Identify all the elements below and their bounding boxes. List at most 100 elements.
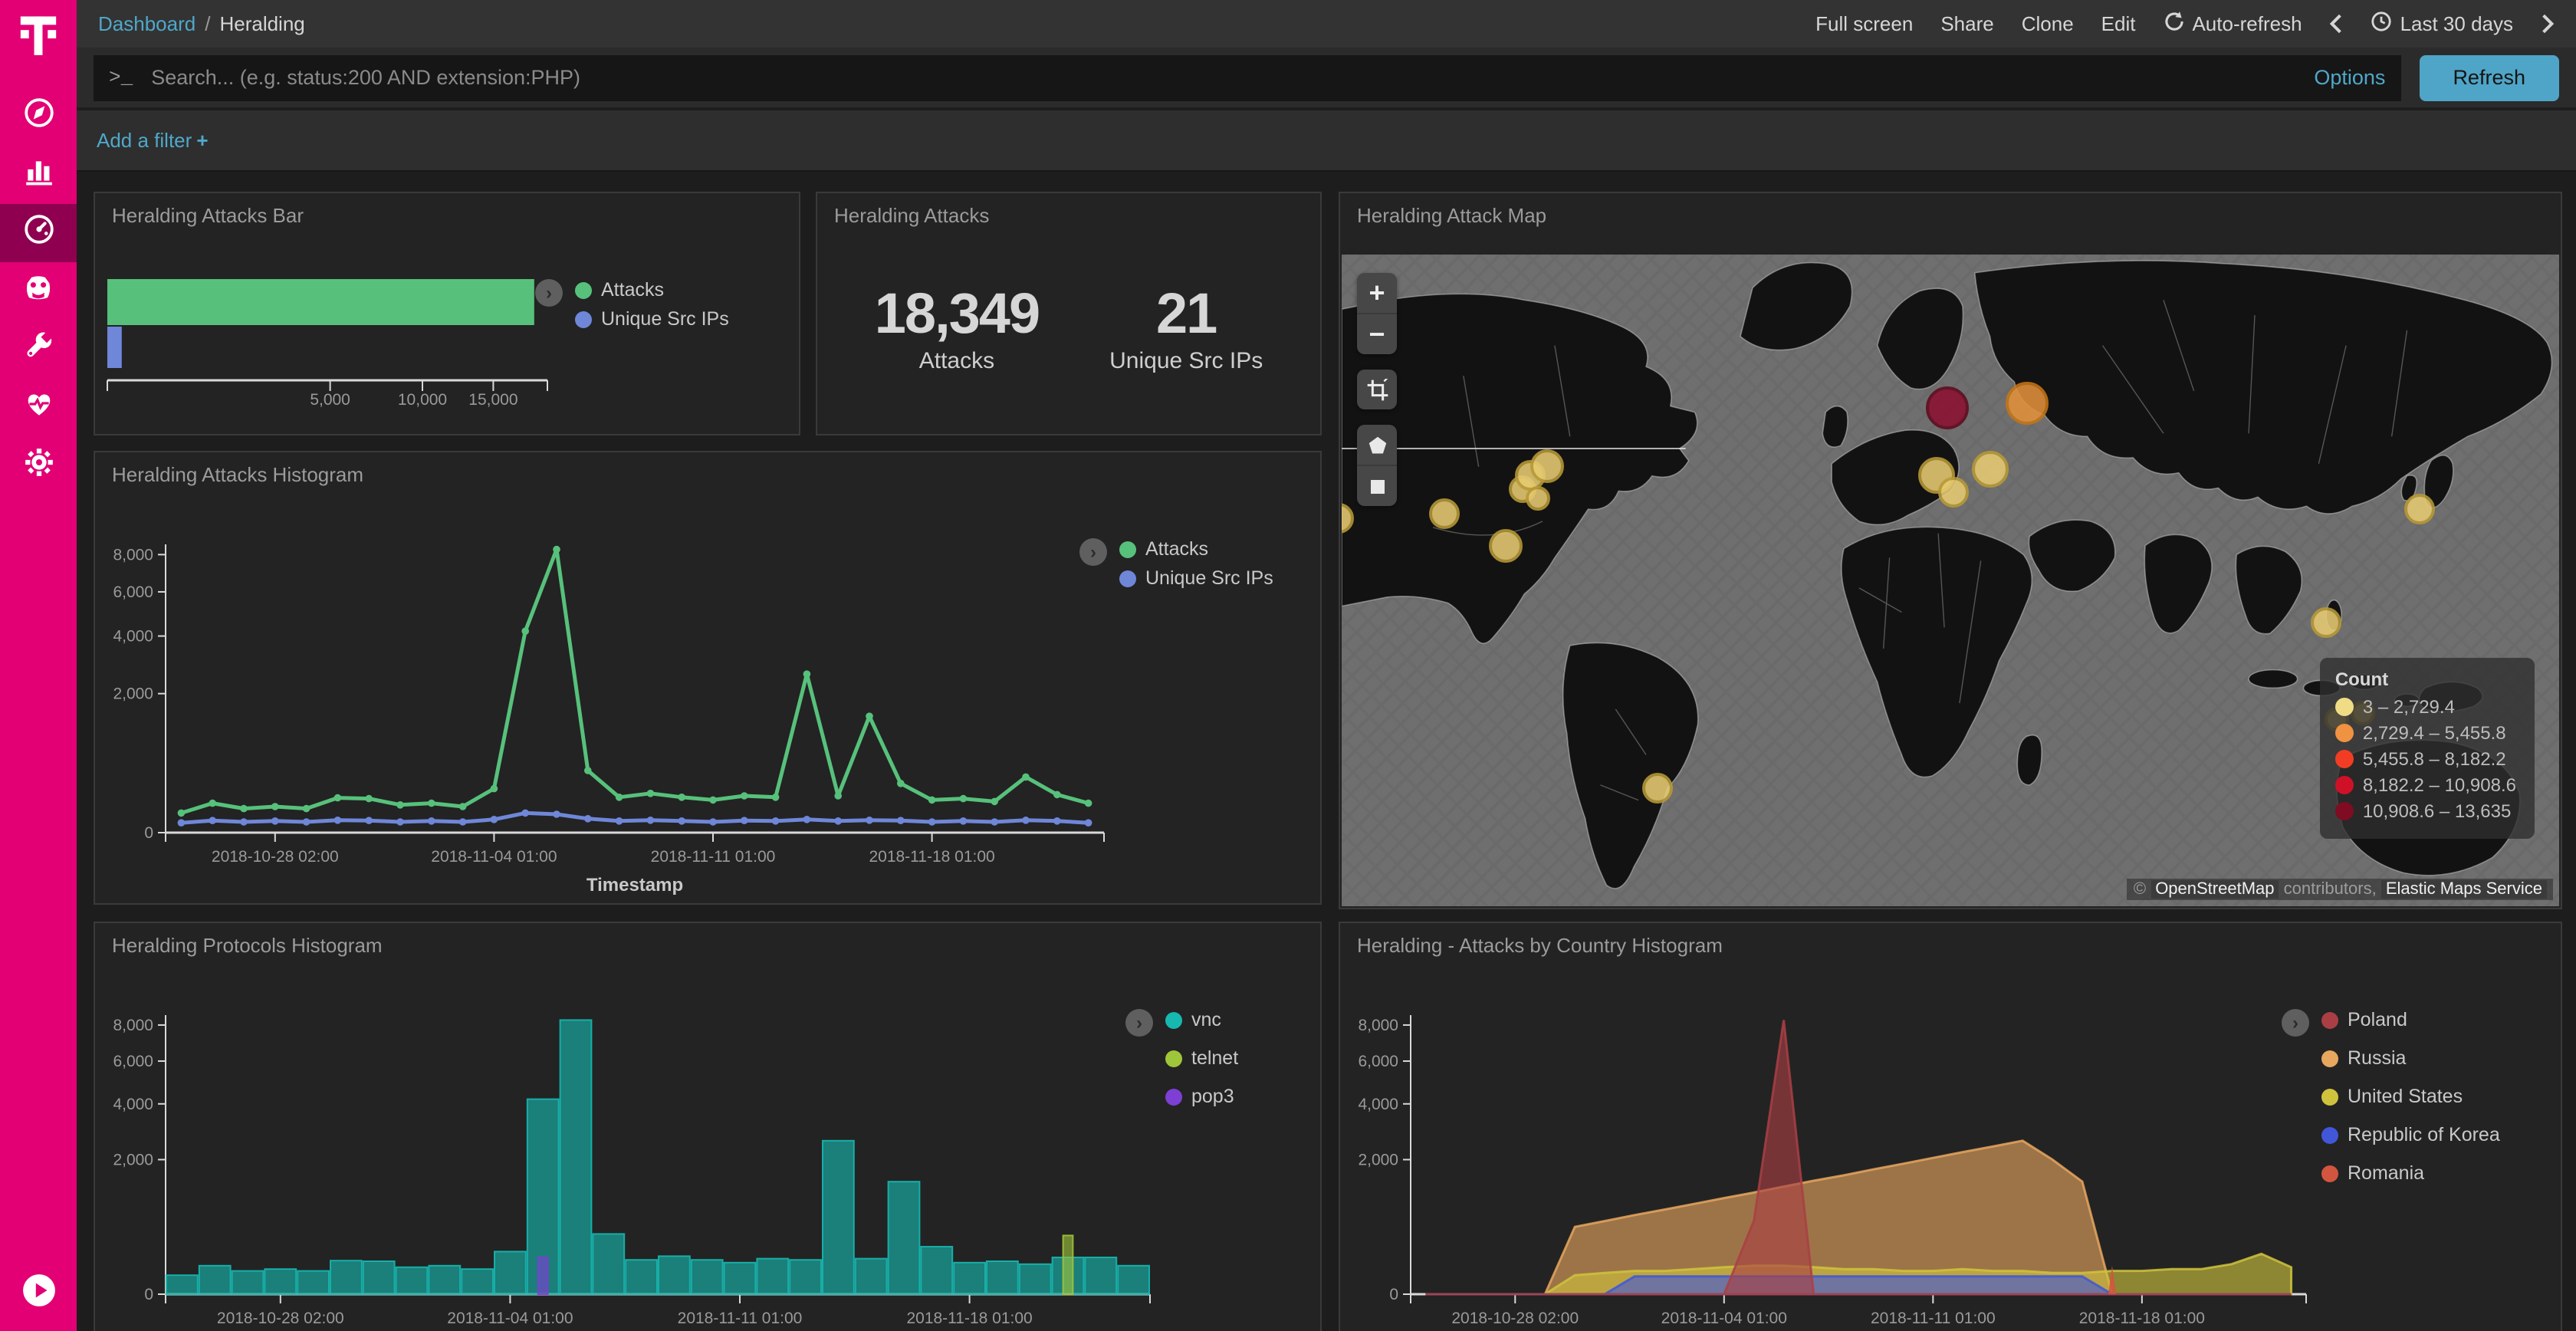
attack-bubble[interactable] <box>1641 772 1672 803</box>
attacks-bar-chart[interactable]: 5,00010,00015,000 <box>95 233 575 434</box>
world-map[interactable]: + − <box>1342 255 2559 906</box>
attack-bubble[interactable] <box>2310 607 2341 638</box>
legend-toggle-icon[interactable]: › <box>1079 538 1107 566</box>
full-screen-button[interactable]: Full screen <box>1815 12 1913 35</box>
svg-text:2018-11-18 01:00: 2018-11-18 01:00 <box>869 848 994 866</box>
legend-item[interactable]: Russia <box>2321 1047 2551 1069</box>
panel-title: Heralding Attacks Bar <box>95 193 799 227</box>
legend-label: Romania <box>2348 1162 2424 1184</box>
panel-heralding-attack-map: Heralding Attack Map <box>1339 192 2562 909</box>
edit-button[interactable]: Edit <box>2101 12 2136 35</box>
map-draw-polygon-button[interactable] <box>1357 425 1397 465</box>
sidebar-item-discover[interactable] <box>0 87 77 146</box>
legend-dot-icon <box>1165 1050 1182 1066</box>
legend-dot-icon <box>2335 698 2354 716</box>
clone-button[interactable]: Clone <box>2022 12 2074 35</box>
legend-label: Attacks <box>601 279 664 301</box>
legend-item[interactable]: Poland <box>2321 1009 2551 1030</box>
map-attribution: © OpenStreetMap contributors, Elastic Ma… <box>2128 879 2553 900</box>
telekom-logo[interactable] <box>15 12 61 66</box>
refresh-button[interactable]: Refresh <box>2419 54 2559 100</box>
attack-bubble[interactable] <box>1927 386 1970 429</box>
map-fit-bounds-button[interactable] <box>1357 370 1397 409</box>
svg-text:2018-11-11 01:00: 2018-11-11 01:00 <box>1871 1310 1996 1327</box>
sidebar-item-visualize[interactable] <box>0 146 77 204</box>
time-back-button[interactable] <box>2330 12 2344 35</box>
map-draw-rectangle-button[interactable] <box>1357 465 1397 506</box>
legend-dot-icon <box>2321 1126 2338 1143</box>
legend-dot-icon <box>2335 776 2354 794</box>
country-histogram-chart[interactable]: 0 2,000 4,000 6,000 8,000 2018-10-28 02:00 201… <box>1340 963 2321 1331</box>
svg-text:0: 0 <box>1389 1286 1398 1303</box>
breadcrumb-dashboard-link[interactable]: Dashboard <box>98 12 196 35</box>
map-zoom-in-button[interactable]: + <box>1357 273 1397 313</box>
legend-item[interactable]: Unique Src IPs <box>1119 567 1311 589</box>
add-filter-link[interactable]: Add a filter+ <box>97 129 209 152</box>
legend-toggle-icon[interactable]: › <box>1125 1009 1153 1037</box>
legend-dot-icon <box>1165 1011 1182 1028</box>
svg-text:2018-10-28 02:00: 2018-10-28 02:00 <box>1451 1310 1579 1327</box>
dashboard-grid: Heralding Attacks Bar 5,00010,00015,000 … <box>77 172 2576 1331</box>
legend-item[interactable]: 8,182.2 – 10,908.6 <box>2335 774 2516 796</box>
legend-item[interactable]: Attacks <box>575 279 790 301</box>
svg-text:8,000: 8,000 <box>1358 1017 1398 1034</box>
sidebar-item-dev-tools[interactable] <box>0 320 77 379</box>
svg-text:4,000: 4,000 <box>1358 1096 1398 1113</box>
legend-item[interactable]: 3 – 2,729.4 <box>2335 696 2516 718</box>
sidebar-item-dashboard[interactable] <box>0 204 77 262</box>
legend-toggle-icon[interactable]: › <box>2282 1009 2309 1037</box>
legend-toggle-icon[interactable]: › <box>535 279 563 307</box>
svg-text:6,000: 6,000 <box>1358 1053 1398 1070</box>
svg-text:0: 0 <box>144 1286 153 1303</box>
breadcrumb: Dashboard/Heralding <box>98 12 305 35</box>
protocols-histogram-chart[interactable]: 02,0004,0006,0008,0002018-10-28 02:00201… <box>95 963 1165 1331</box>
osm-link[interactable]: OpenStreetMap <box>2150 880 2279 899</box>
metric-label: Unique Src IPs <box>1109 347 1263 373</box>
svg-text:2,000: 2,000 <box>1358 1151 1398 1168</box>
attack-bubble[interactable] <box>2404 494 2434 524</box>
search-input[interactable] <box>148 64 2298 90</box>
legend-item[interactable]: 10,908.6 – 13,635 <box>2335 800 2516 822</box>
legend-item[interactable]: pop3 <box>1165 1086 1311 1107</box>
legend-label: United States <box>2348 1086 2463 1107</box>
time-forward-button[interactable] <box>2541 12 2555 35</box>
options-link[interactable]: Options <box>2314 66 2385 89</box>
legend-item[interactable]: Attacks <box>1119 538 1311 560</box>
time-picker-button[interactable]: Last 30 days <box>2371 11 2513 37</box>
legend-item[interactable]: Unique Src IPs <box>575 308 790 330</box>
legend-item[interactable]: telnet <box>1165 1047 1311 1069</box>
wrench-icon <box>22 330 54 370</box>
svg-text:4,000: 4,000 <box>113 628 153 646</box>
breadcrumb-separator: / <box>205 12 210 35</box>
sidebar-item-monitoring[interactable] <box>0 379 77 437</box>
legend-item[interactable]: Republic of Korea <box>2321 1124 2551 1145</box>
attack-bubble[interactable] <box>1428 498 1459 529</box>
attack-bubble[interactable] <box>1526 487 1550 511</box>
svg-text:2018-10-28 02:00: 2018-10-28 02:00 <box>217 1310 344 1327</box>
sidebar-item-management[interactable] <box>0 437 77 495</box>
legend-item[interactable]: United States <box>2321 1086 2551 1107</box>
ems-link[interactable]: Elastic Maps Service <box>2381 880 2547 899</box>
attacks-histogram-chart[interactable]: 02,0004,0006,0008,0002018-10-28 02:00201… <box>95 492 1119 903</box>
chart-legend: › PolandRussiaUnited StatesRepublic of K… <box>2321 963 2561 1331</box>
attack-bubble[interactable] <box>1530 449 1564 483</box>
attack-bubble[interactable] <box>1937 477 1968 508</box>
legend-dot-icon <box>1165 1088 1182 1105</box>
metric-value: 18,349 <box>875 281 1039 346</box>
legend-item[interactable]: vnc <box>1165 1009 1311 1030</box>
sidebar-item-monster[interactable] <box>0 262 77 320</box>
share-button[interactable]: Share <box>1940 12 1993 35</box>
svg-text:2018-11-04 01:00: 2018-11-04 01:00 <box>1661 1310 1787 1327</box>
svg-text:Timestamp: Timestamp <box>586 875 683 896</box>
svg-text:5,000: 5,000 <box>310 391 350 409</box>
attack-bubble[interactable] <box>1972 452 2009 488</box>
auto-refresh-button[interactable]: Auto-refresh <box>2163 11 2302 37</box>
legend-label: 5,455.8 – 8,182.2 <box>2363 748 2506 770</box>
legend-item[interactable]: 5,455.8 – 8,182.2 <box>2335 748 2516 770</box>
attack-bubble[interactable] <box>1489 530 1523 564</box>
sidebar-collapse-button[interactable] <box>21 1273 56 1316</box>
legend-item[interactable]: 2,729.4 – 5,455.8 <box>2335 722 2516 744</box>
legend-item[interactable]: Romania <box>2321 1162 2551 1184</box>
map-zoom-out-button[interactable]: − <box>1357 313 1397 354</box>
attack-bubble[interactable] <box>2006 382 2049 425</box>
